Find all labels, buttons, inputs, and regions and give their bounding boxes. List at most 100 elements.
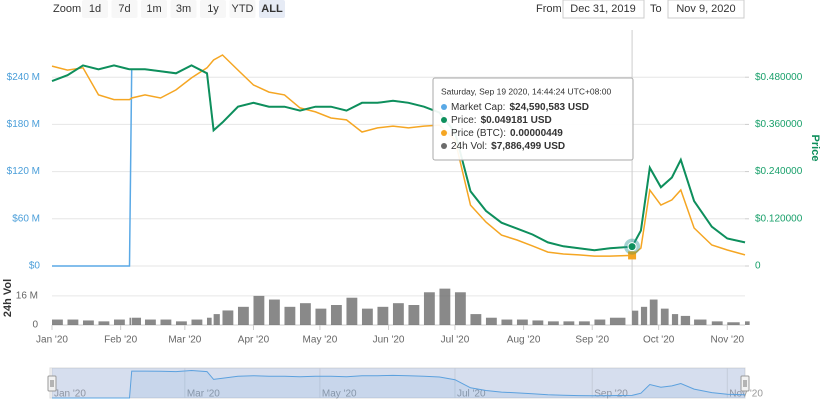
tooltip: Saturday, Sep 19 2020, 14:44:24 UTC+08:0… <box>432 77 634 161</box>
tooltip-bullet <box>441 130 447 136</box>
volume-bar <box>532 320 544 325</box>
x-tick-label: Jun '20 <box>373 335 405 346</box>
tooltip-box <box>432 77 634 161</box>
volume-bar <box>423 292 435 325</box>
volume-bar <box>113 319 125 325</box>
tooltip-series-name: Price: <box>451 115 477 126</box>
y2-tick-label: $0.240000 <box>755 166 803 177</box>
y2-tick-label: $0.480000 <box>755 72 803 83</box>
volume-bar <box>609 317 626 325</box>
tooltip-series-name: Market Cap: <box>451 102 505 113</box>
y-tick-label: $120 M <box>7 166 40 177</box>
from-input[interactable] <box>562 0 645 19</box>
range-button-label[interactable]: 1m <box>146 3 161 15</box>
volume-bar <box>67 319 79 325</box>
volume-bar <box>377 306 389 325</box>
volume-bar <box>237 306 249 325</box>
volume-bar <box>578 321 590 325</box>
tooltip-value: $7,886,499 USD <box>491 141 565 152</box>
series-line <box>52 64 746 267</box>
x-tick-label: Feb '20 <box>104 335 137 346</box>
tooltip-row: Price: $0.049181 USD <box>451 115 552 126</box>
volume-bar <box>315 308 327 325</box>
hover-marker <box>628 251 637 260</box>
volume-bar <box>222 310 234 325</box>
range-button-label[interactable]: 1y <box>207 3 219 15</box>
range-button[interactable] <box>229 0 256 18</box>
x-tick-label: Apr '20 <box>238 335 270 346</box>
volume-bar <box>439 288 451 325</box>
volume-tick-label: 16 M <box>16 291 38 302</box>
volume-bar <box>392 303 404 325</box>
volume-bar <box>660 308 669 325</box>
volume-bar <box>632 310 639 325</box>
navigator-mask[interactable] <box>52 368 745 398</box>
volume-bar <box>175 321 187 325</box>
volume-bar <box>144 319 156 325</box>
navigator-tick-label: Sep '20 <box>594 389 628 400</box>
x-tick-label: Oct '20 <box>643 335 675 346</box>
range-button-label[interactable]: 7d <box>118 3 130 15</box>
y2-tick-label: 0 <box>755 261 761 272</box>
series-line <box>51 54 746 257</box>
x-tick-label: Jul '20 <box>441 335 470 346</box>
volume-bar <box>711 321 723 325</box>
range-button[interactable] <box>82 0 108 18</box>
volume-bar <box>680 315 691 325</box>
volume-bar <box>594 319 606 325</box>
tooltip-value: $24,590,583 USD <box>509 102 589 113</box>
range-button-label[interactable]: 3m <box>176 3 191 15</box>
volume-bar <box>694 319 707 325</box>
volume-bar <box>727 322 740 325</box>
tooltip-series-name: Price (BTC): <box>451 128 506 139</box>
to-input[interactable] <box>667 0 745 19</box>
x-tick-label: Nov '20 <box>710 335 744 346</box>
navigator-handle[interactable] <box>740 375 750 392</box>
volume-bar <box>191 319 203 325</box>
tooltip-bullet <box>441 143 447 149</box>
volume-bar <box>671 314 679 325</box>
volume-bar <box>268 299 280 325</box>
range-button[interactable] <box>170 0 197 18</box>
from-date[interactable]: Dec 31, 2019 <box>570 3 635 15</box>
range-button[interactable] <box>111 0 138 18</box>
x-tick-label: Jan '20 <box>36 335 68 346</box>
volume-tick-label: 0 <box>32 320 38 331</box>
tooltip-row: Price (BTC): 0.00000449 <box>451 128 563 139</box>
range-button[interactable] <box>200 0 226 18</box>
to-date[interactable]: Nov 9, 2020 <box>676 3 735 15</box>
volume-bar <box>547 321 559 325</box>
tooltip-series-name: 24h Vol: <box>451 141 487 152</box>
y2-axis-label: Price <box>809 135 821 162</box>
navigator-tick-label: May '20 <box>322 389 357 400</box>
navigator-handle[interactable] <box>47 375 57 392</box>
zoom-label: Zoom <box>53 3 81 15</box>
y-tick-label: $180 M <box>7 119 40 130</box>
y-tick-label: $0 <box>29 261 41 272</box>
range-button-label[interactable]: 1d <box>89 3 101 15</box>
range-button[interactable] <box>141 0 167 18</box>
volume-bar <box>516 319 528 325</box>
tooltip-bullet <box>441 117 447 123</box>
volume-bar <box>640 306 648 325</box>
volume-bar <box>299 303 311 325</box>
range-button-label[interactable]: YTD <box>232 3 254 15</box>
volume-bar <box>284 306 296 325</box>
volume-bar <box>649 299 658 325</box>
navigator-tick-label: Mar '20 <box>187 389 220 400</box>
y2-tick-label: $0.360000 <box>755 119 803 130</box>
volume-bar <box>253 295 265 325</box>
navigator-background <box>49 367 746 399</box>
volume-bar <box>330 305 342 325</box>
tooltip-value: $0.049181 USD <box>481 115 552 126</box>
tooltip-title: Saturday, Sep 19 2020, 14:44:24 UTC+08:0… <box>441 86 611 96</box>
hover-marker <box>627 242 637 252</box>
volume-bar <box>361 308 373 325</box>
series-line <box>51 64 746 252</box>
range-button[interactable] <box>259 0 285 18</box>
x-tick-label: Sep '20 <box>575 335 609 346</box>
y2-tick-label: $0.120000 <box>755 213 803 224</box>
navigator-tick-label: Jan '20 <box>54 389 86 400</box>
range-button-label[interactable]: ALL <box>261 3 283 15</box>
navigator-tick-label: Nov '20 <box>729 389 763 400</box>
